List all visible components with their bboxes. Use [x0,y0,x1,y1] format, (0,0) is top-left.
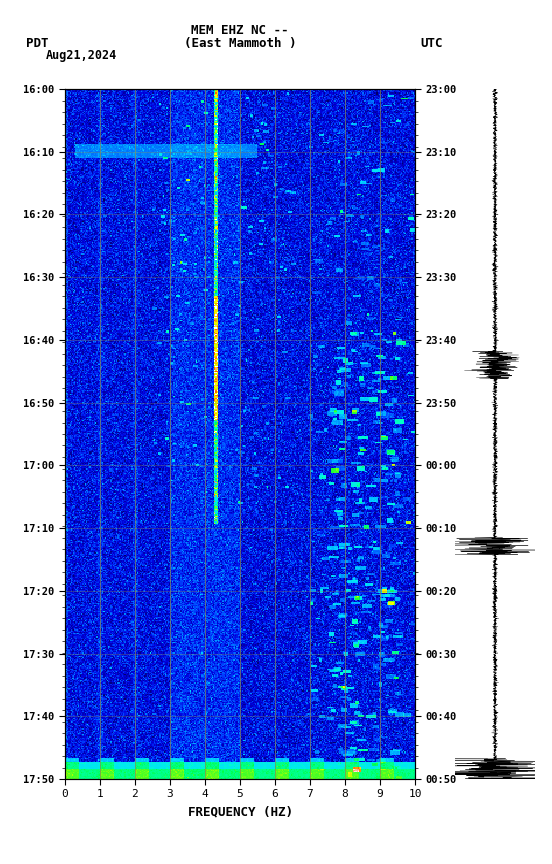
Text: PDT: PDT [26,37,49,50]
Text: Aug21,2024: Aug21,2024 [46,49,117,62]
Text: MEM EHZ NC --: MEM EHZ NC -- [191,24,289,37]
X-axis label: FREQUENCY (HZ): FREQUENCY (HZ) [188,805,293,818]
Text: (East Mammoth ): (East Mammoth ) [184,37,296,50]
Text: UTC: UTC [421,37,443,50]
